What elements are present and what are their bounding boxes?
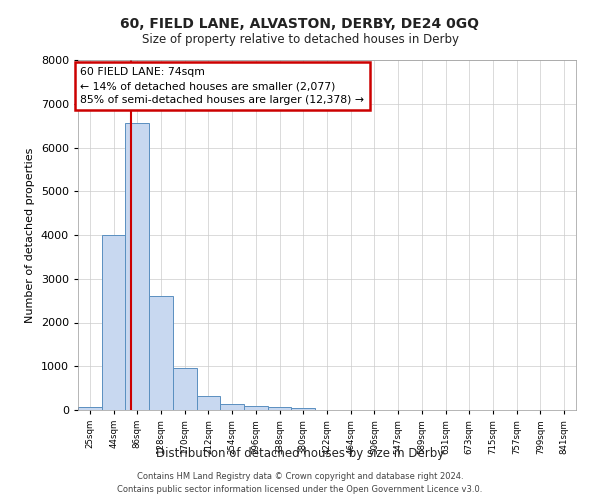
Bar [102,235,125,410]
Bar [268,406,292,410]
Bar [244,406,268,410]
Text: Distribution of detached houses by size in Derby: Distribution of detached houses by size … [156,448,444,460]
Bar [220,404,244,410]
Bar [292,408,315,410]
Bar [149,296,173,410]
Bar [125,124,149,410]
Text: 60, FIELD LANE, ALVASTON, DERBY, DE24 0GQ: 60, FIELD LANE, ALVASTON, DERBY, DE24 0G… [121,18,479,32]
Text: 60 FIELD LANE: 74sqm
← 14% of detached houses are smaller (2,077)
85% of semi-de: 60 FIELD LANE: 74sqm ← 14% of detached h… [80,67,364,105]
Text: Contains public sector information licensed under the Open Government Licence v3: Contains public sector information licen… [118,485,482,494]
Bar [197,396,220,410]
Y-axis label: Number of detached properties: Number of detached properties [25,148,35,322]
Bar [78,406,102,410]
Text: Size of property relative to detached houses in Derby: Size of property relative to detached ho… [142,32,458,46]
Text: Contains HM Land Registry data © Crown copyright and database right 2024.: Contains HM Land Registry data © Crown c… [137,472,463,481]
Bar [173,368,197,410]
